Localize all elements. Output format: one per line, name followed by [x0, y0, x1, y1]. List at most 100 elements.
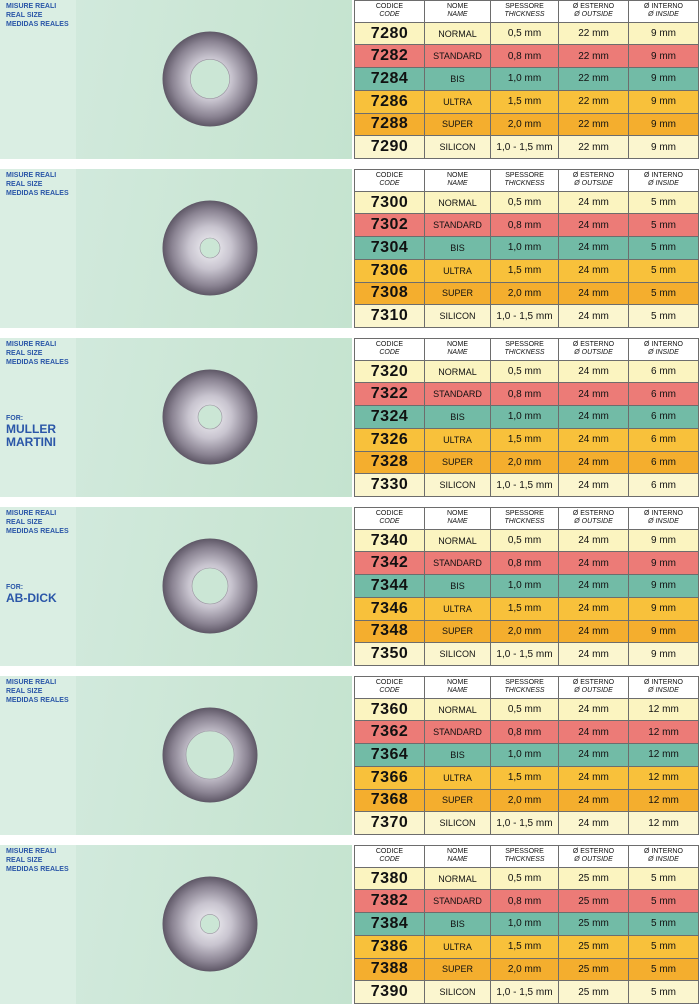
product-name: SILICON	[424, 980, 491, 1004]
label-strip	[0, 0, 76, 159]
outside-diameter: 24 mm	[558, 359, 629, 384]
product-name: BIS	[424, 574, 491, 598]
product-code: 7346	[354, 596, 425, 621]
real-size-label: MISURE REALI REAL SIZE MEDIDAS REALES	[6, 171, 69, 198]
header-inside: Ø INTERNO Ø INSIDE	[628, 169, 699, 192]
header-inside-en: Ø INSIDE	[648, 180, 679, 188]
table-row: 7308 SUPER 2,0 mm 24 mm 5 mm	[354, 281, 699, 306]
table-row: 7300 NORMAL 0,5 mm 24 mm 5 mm	[354, 190, 699, 215]
header-outside: Ø ESTERNO Ø OUTSIDE	[558, 0, 629, 23]
product-code: 7306	[354, 258, 425, 283]
inside-diameter: 6 mm	[628, 382, 699, 407]
table-row: 7382 STANDARD 0,8 mm 25 mm 5 mm	[354, 889, 699, 914]
thickness-value: 1,0 mm	[490, 236, 559, 260]
header-name-en: NAME	[447, 11, 468, 19]
real-size-label-line: MISURE REALI	[6, 172, 57, 179]
header-thickness-it: SPESSORE	[505, 3, 544, 11]
thickness-value: 1,5 mm	[490, 427, 559, 452]
header-code: CODICE CODE	[354, 338, 425, 361]
product-code: 7326	[354, 427, 425, 452]
header-name-it: NOME	[447, 510, 468, 518]
table-header-row: CODICE CODE NOME NAME SPESSORE THICKNESS Ø EST…	[354, 845, 699, 868]
header-thickness-en: THICKNESS	[504, 518, 545, 526]
thickness-value: 1,5 mm	[490, 89, 559, 114]
inside-diameter: 9 mm	[628, 551, 699, 576]
real-size-label-line: MEDIDAS REALES	[6, 866, 69, 873]
inside-diameter: 9 mm	[628, 574, 699, 598]
spec-table: CODICE CODE NOME NAME SPESSORE THICKNESS Ø EST…	[354, 0, 699, 159]
table-row: 7306 ULTRA 1,5 mm 24 mm 5 mm	[354, 258, 699, 283]
inside-diameter: 5 mm	[628, 190, 699, 215]
header-name-en: NAME	[447, 518, 468, 526]
outside-diameter: 24 mm	[558, 427, 629, 452]
outside-diameter: 24 mm	[558, 642, 629, 666]
product-code: 7284	[354, 67, 425, 91]
label-strip	[0, 676, 76, 835]
real-size-label-line: MISURE REALI	[6, 3, 57, 10]
product-name: ULTRA	[424, 765, 491, 790]
header-outside-en: Ø OUTSIDE	[574, 518, 613, 526]
real-size-label-line: MEDIDAS REALES	[6, 697, 69, 704]
header-name-en: NAME	[447, 349, 468, 357]
product-name: BIS	[424, 743, 491, 767]
table-row: 7384 BIS 1,0 mm 25 mm 5 mm	[354, 912, 699, 936]
thickness-value: 1,5 mm	[490, 258, 559, 283]
real-size-panel: MISURE REALI REAL SIZE MEDIDAS REALES FOR: A…	[0, 507, 352, 666]
header-name: NOME NAME	[424, 845, 491, 868]
header-thickness-it: SPESSORE	[505, 510, 544, 518]
outside-diameter: 24 mm	[558, 528, 629, 553]
for-label: FOR:	[6, 415, 24, 422]
header-thickness: SPESSORE THICKNESS	[490, 676, 559, 699]
thickness-value: 2,0 mm	[490, 281, 559, 306]
header-inside-it: Ø INTERNO	[644, 848, 683, 856]
washer-disc-icon	[162, 31, 258, 127]
table-row: 7366 ULTRA 1,5 mm 24 mm 12 mm	[354, 765, 699, 790]
inside-diameter: 9 mm	[628, 21, 699, 46]
header-thickness-it: SPESSORE	[505, 679, 544, 687]
outside-diameter: 24 mm	[558, 720, 629, 745]
inside-diameter: 5 mm	[628, 281, 699, 306]
outside-diameter: 24 mm	[558, 473, 629, 497]
thickness-value: 0,8 mm	[490, 720, 559, 745]
for-label: FOR:	[6, 584, 24, 591]
product-code: 7382	[354, 889, 425, 914]
header-thickness: SPESSORE THICKNESS	[490, 845, 559, 868]
header-code-it: CODICE	[375, 172, 404, 180]
real-size-panel: MISURE REALI REAL SIZE MEDIDAS REALES	[0, 845, 352, 1004]
real-size-label-line: REAL SIZE	[6, 12, 43, 19]
product-code: 7330	[354, 473, 425, 497]
outside-diameter: 24 mm	[558, 382, 629, 407]
header-name: NOME NAME	[424, 169, 491, 192]
product-name: ULTRA	[424, 89, 491, 114]
header-thickness-en: THICKNESS	[504, 856, 545, 864]
header-inside-en: Ø INSIDE	[648, 687, 679, 695]
washer-hole	[197, 404, 223, 430]
inside-diameter: 12 mm	[628, 788, 699, 813]
thickness-value: 0,5 mm	[490, 697, 559, 722]
table-row: 7288 SUPER 2,0 mm 22 mm 9 mm	[354, 112, 699, 137]
thickness-value: 0,8 mm	[490, 551, 559, 576]
table-header-row: CODICE CODE NOME NAME SPESSORE THICKNESS Ø EST…	[354, 0, 699, 23]
header-inside-it: Ø INTERNO	[644, 510, 683, 518]
washer-hole	[191, 567, 229, 605]
product-code: 7304	[354, 236, 425, 260]
outside-diameter: 24 mm	[558, 213, 629, 238]
product-name: NORMAL	[424, 190, 491, 215]
thickness-value: 1,0 - 1,5 mm	[490, 473, 559, 497]
product-name: SUPER	[424, 788, 491, 813]
header-name-en: NAME	[447, 180, 468, 188]
inside-diameter: 5 mm	[628, 866, 699, 891]
outside-diameter: 24 mm	[558, 236, 629, 260]
outside-diameter: 24 mm	[558, 596, 629, 621]
table-row: 7324 BIS 1,0 mm 24 mm 6 mm	[354, 405, 699, 429]
outside-diameter: 24 mm	[558, 697, 629, 722]
inside-diameter: 9 mm	[628, 89, 699, 114]
header-thickness: SPESSORE THICKNESS	[490, 0, 559, 23]
thickness-value: 1,0 mm	[490, 405, 559, 429]
product-code: 7350	[354, 642, 425, 666]
header-outside-en: Ø OUTSIDE	[574, 11, 613, 19]
product-name: SILICON	[424, 642, 491, 666]
real-size-label-line: REAL SIZE	[6, 857, 43, 864]
table-row: 7320 NORMAL 0,5 mm 24 mm 6 mm	[354, 359, 699, 384]
header-thickness: SPESSORE THICKNESS	[490, 169, 559, 192]
